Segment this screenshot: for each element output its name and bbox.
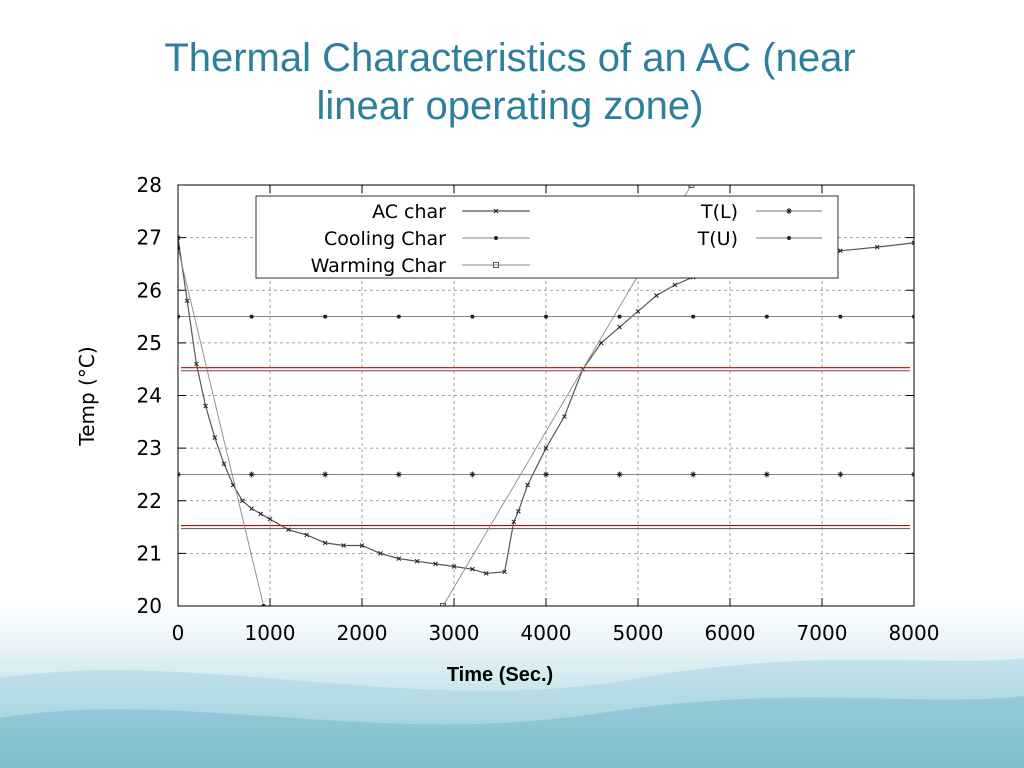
data-point — [616, 471, 623, 478]
data-point — [396, 556, 402, 561]
y-tick-label: 25 — [137, 331, 162, 355]
x-tick-label: 2000 — [337, 621, 388, 645]
data-point — [359, 543, 365, 548]
legend: AC char Cooling Char Warming Char T(L) T(U) — [255, 195, 839, 279]
legend-label: T(U) — [697, 228, 738, 250]
data-point — [764, 314, 769, 319]
y-tick-label: 26 — [137, 278, 162, 302]
data-point — [688, 185, 695, 188]
data-point — [837, 471, 844, 478]
legend-label: T(L) — [700, 201, 738, 223]
x-tick-label: 4000 — [521, 621, 572, 645]
slide-title-line-1: Thermal Characteristics of an AC (near — [164, 36, 856, 80]
data-point — [543, 471, 549, 478]
plot-frame — [177, 184, 915, 607]
data-point — [184, 298, 190, 304]
x-tick-label: 8000 — [889, 621, 940, 645]
data-point — [267, 516, 273, 522]
series-3 — [178, 471, 914, 478]
data-point — [516, 508, 521, 514]
data-point — [470, 314, 475, 319]
y-tick-label: 24 — [137, 384, 162, 408]
data-point — [249, 506, 254, 511]
series-line — [178, 247, 265, 606]
legend-label: Warming Char — [311, 255, 447, 277]
data-point — [212, 435, 218, 440]
data-point — [304, 532, 310, 538]
data-point — [249, 314, 254, 319]
y-tick-label: 22 — [137, 489, 162, 513]
data-point — [378, 551, 383, 556]
data-point — [469, 471, 476, 478]
data-point — [511, 519, 517, 525]
legend-marker — [493, 208, 499, 214]
data-point — [258, 511, 264, 517]
data-point — [323, 314, 328, 319]
data-point — [240, 498, 245, 504]
data-point — [483, 571, 489, 576]
legend-marker — [493, 262, 499, 268]
legend-marker — [494, 236, 498, 240]
y-tick-label: 27 — [137, 226, 162, 250]
x-axis-label: Time (Sec.) — [446, 664, 554, 686]
data-point — [470, 566, 475, 572]
tick-labels: 0 1000 2000 3000 4000 5000 6000 7000 8000 20 21 22 2… — [137, 173, 940, 645]
data-point — [691, 314, 696, 319]
data-point — [672, 282, 678, 288]
y-axis-label: Temp (°C) — [75, 346, 99, 446]
data-point — [451, 564, 457, 569]
data-point — [433, 561, 438, 567]
legend-label: Cooling Char — [324, 228, 446, 250]
data-point — [395, 471, 402, 478]
series-4 — [178, 314, 914, 319]
data-point — [874, 244, 880, 250]
y-tick-label: 21 — [137, 541, 162, 565]
x-tick-label: 5000 — [613, 621, 664, 645]
data-point — [221, 461, 227, 467]
data-point — [911, 240, 914, 246]
slide-title-line-2: linear operating zone) — [316, 84, 704, 128]
data-point — [838, 314, 843, 319]
threshold-lines — [181, 367, 910, 530]
x-tick-label: 0 — [172, 621, 185, 645]
data-point — [838, 248, 843, 254]
slide-title: Thermal Characteristics of an AC (near l… — [80, 34, 940, 130]
data-point — [617, 324, 622, 330]
data-point — [502, 569, 507, 575]
x-tick-label: 3000 — [429, 621, 480, 645]
x-tick-label: 6000 — [705, 621, 756, 645]
data-point — [178, 235, 181, 240]
data-point — [635, 308, 641, 314]
data-point — [341, 543, 346, 548]
y-tick-label: 23 — [137, 436, 162, 460]
data-point — [439, 603, 446, 606]
legend-marker — [787, 236, 791, 240]
data-point — [562, 414, 567, 419]
data-point — [322, 471, 329, 478]
data-point — [286, 527, 291, 533]
data-point — [525, 482, 530, 488]
data-point — [396, 314, 401, 319]
y-tick-label: 28 — [137, 173, 162, 197]
legend-marker — [786, 208, 792, 214]
data-point — [203, 403, 208, 409]
data-point — [617, 314, 622, 319]
data-point — [194, 361, 199, 367]
data-point — [690, 471, 697, 478]
data-point — [248, 471, 255, 478]
data-point — [654, 293, 659, 298]
data-point — [598, 340, 604, 346]
data-point — [543, 445, 549, 451]
legend-box — [255, 195, 839, 279]
y-tick-label: 20 — [137, 594, 162, 618]
data-point — [414, 558, 420, 564]
data-point — [544, 314, 548, 319]
thermal-chart: 0 1000 2000 3000 4000 5000 6000 7000 8000 20 21 22 2… — [75, 173, 940, 645]
x-tick-label: 7000 — [797, 621, 848, 645]
x-tick-label: 1000 — [245, 621, 296, 645]
data-point — [763, 471, 770, 478]
legend-label: AC char — [372, 201, 446, 223]
data-point — [322, 540, 328, 546]
